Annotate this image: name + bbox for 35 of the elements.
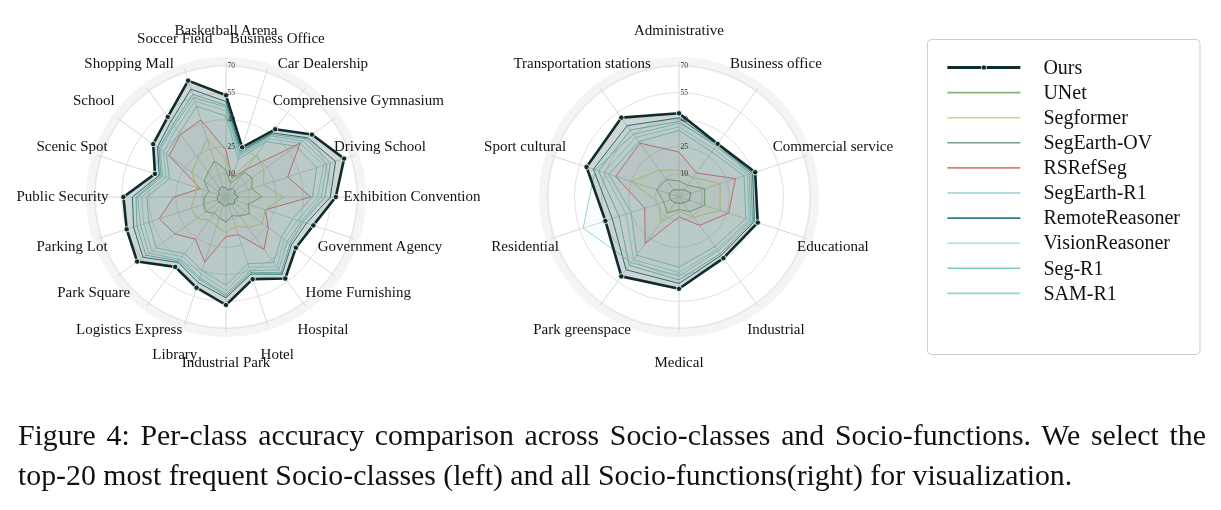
spoke-label: Hospital xyxy=(297,321,349,338)
spoke-label: Government Agency xyxy=(317,237,443,254)
spoke-label: Educational xyxy=(797,237,869,254)
spoke-label: Industrial xyxy=(747,321,805,338)
spoke-label: Logistics Express xyxy=(75,321,183,338)
spoke-label: Park Square xyxy=(57,284,131,301)
legend-label: RemoteReasoner xyxy=(1043,206,1181,229)
spoke-label: Residential xyxy=(491,237,559,254)
legend-label: UNet xyxy=(1043,80,1088,103)
legend-label: SAM-R1 xyxy=(1043,281,1117,304)
spoke-label: Transportation stations xyxy=(513,54,651,71)
spoke-label: Comprehensive Gymnasium xyxy=(272,91,445,108)
spoke-label: Administrative xyxy=(634,21,725,38)
spoke-label: School xyxy=(72,91,115,108)
spoke-label: Sport cultural xyxy=(484,137,567,154)
spoke-label: Park greenspace xyxy=(533,321,632,338)
spoke-label: Scenic Spot xyxy=(36,137,109,154)
spoke-label: Parking Lot xyxy=(36,237,109,254)
spoke-label: Commercial service xyxy=(772,137,894,154)
legend-label: Segformer xyxy=(1043,105,1129,129)
legend-label: RSRefSeg xyxy=(1043,156,1127,180)
spoke-label: Business office xyxy=(730,54,823,71)
legend-label: SegEarth-OV xyxy=(1043,131,1153,155)
legend-label: SegEarth-R1 xyxy=(1043,181,1147,205)
spoke-label: Shopping Mall xyxy=(84,54,174,71)
spoke-label: Exhibition Convention xyxy=(343,187,482,204)
spoke-label: Medical xyxy=(654,353,704,370)
spoke-label: Car Dealership xyxy=(277,54,369,71)
caption: Figure 4: Per-class accuracy comparison across Socio-classes and Socio-functions. We select the top-20 most frequent Socio-classes (left) and all Socio-functions(right) for visualization. xyxy=(18,417,1206,493)
spoke-label: Public Security xyxy=(16,187,110,204)
spoke-label: Home Furnishing xyxy=(305,284,412,301)
legend-label: Ours xyxy=(1043,55,1083,78)
legend-label: Seg-R1 xyxy=(1043,256,1104,280)
spoke-label: Driving School xyxy=(333,137,426,154)
legend-label: VisionReasoner xyxy=(1043,231,1171,254)
